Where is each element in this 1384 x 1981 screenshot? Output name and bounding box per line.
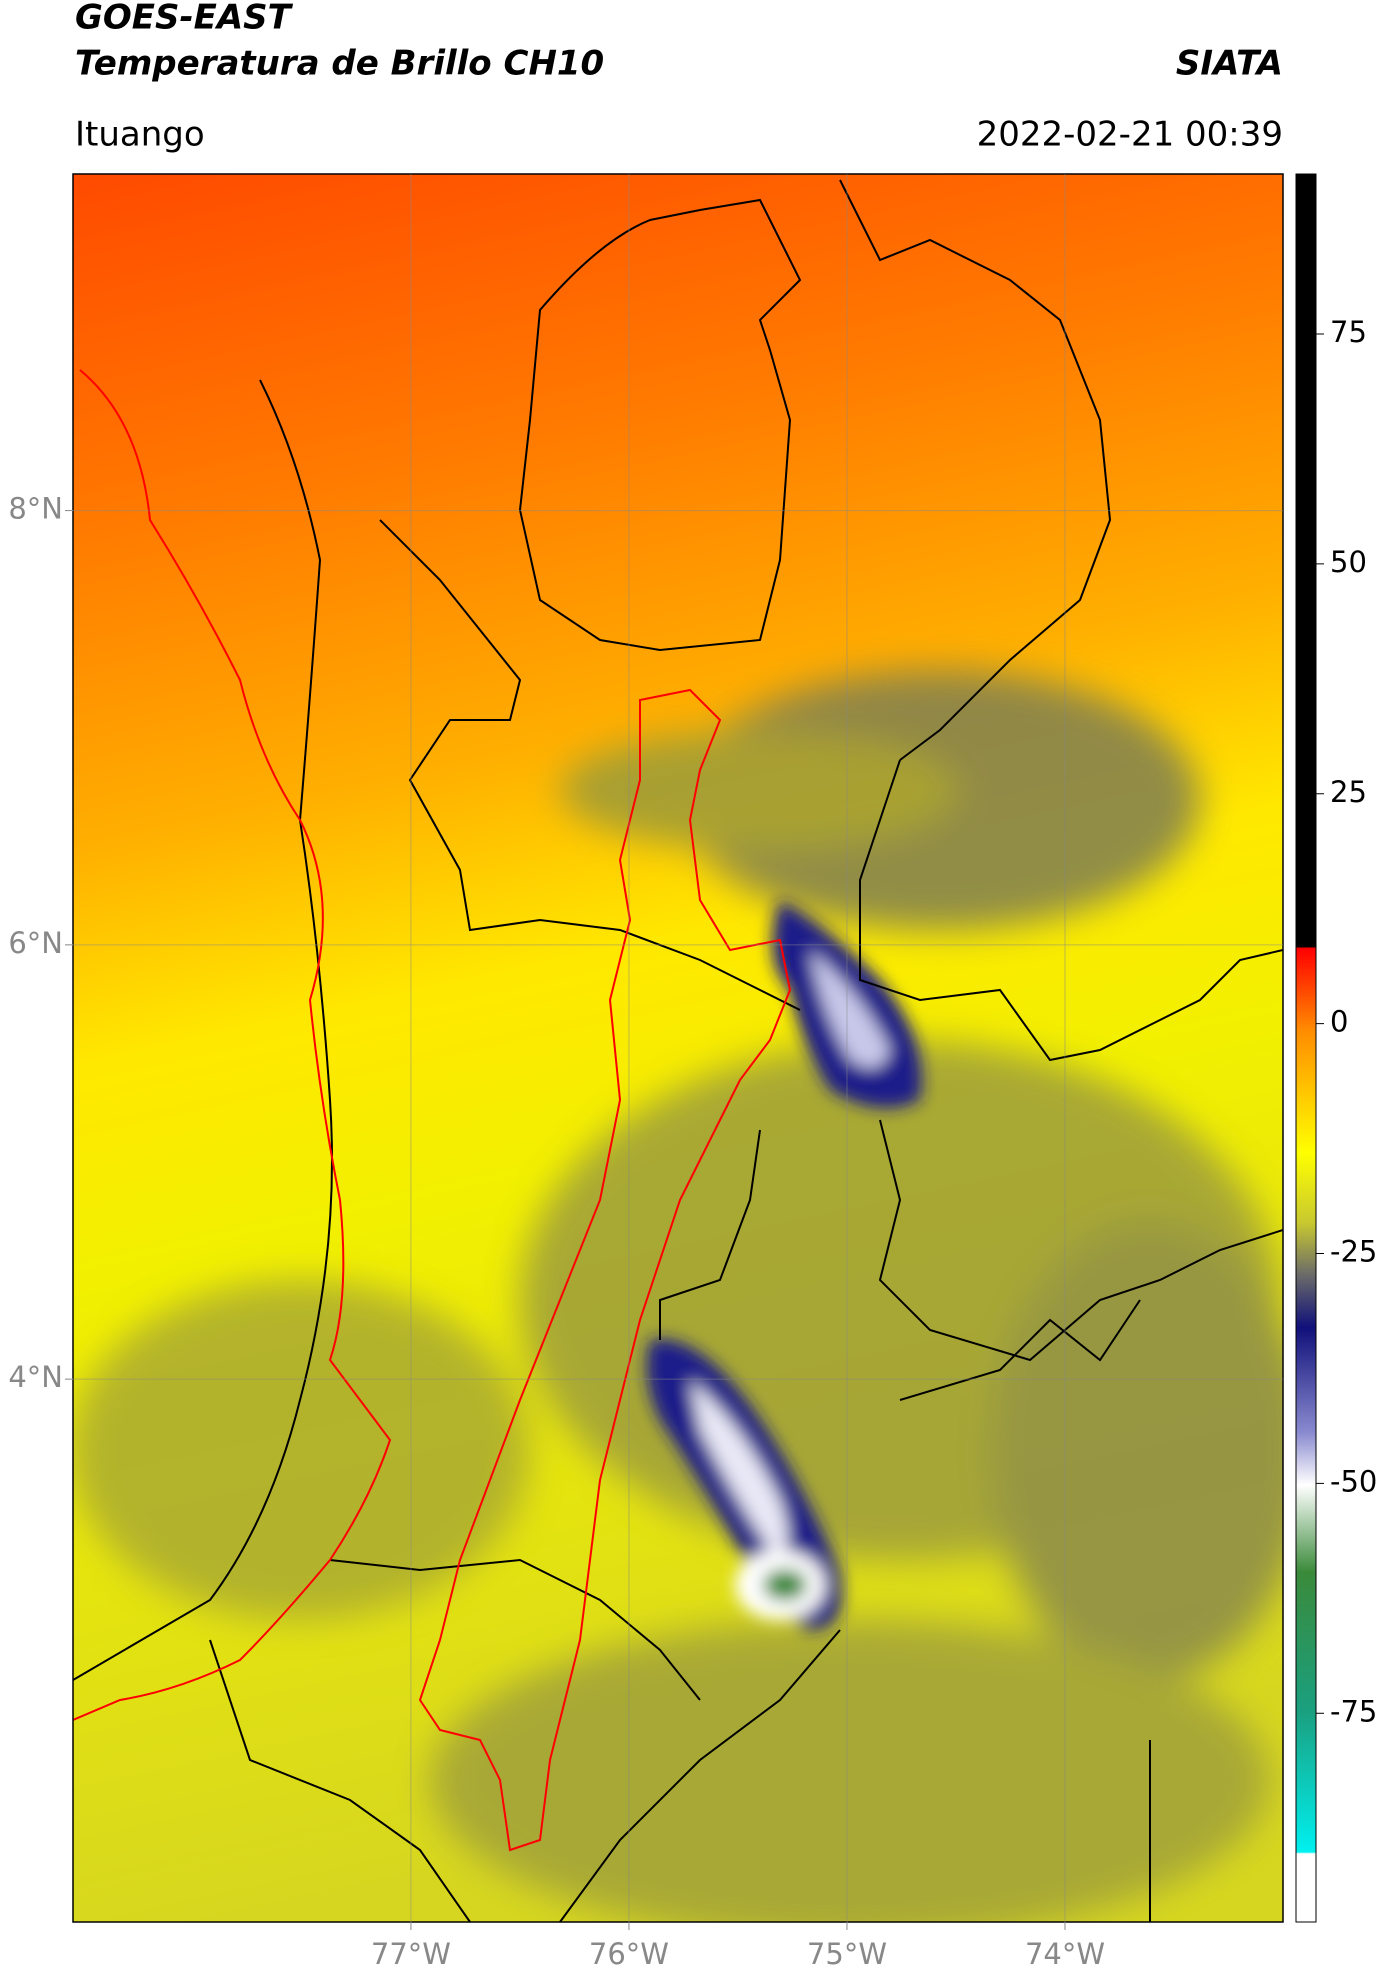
x-tick-label: 76°W xyxy=(589,1937,669,1971)
title: GOES-EAST xyxy=(75,0,294,38)
colorbar-tick-label: 25 xyxy=(1330,775,1367,809)
y-tick-label: 4°N xyxy=(8,1360,63,1394)
y-tick-label: 6°N xyxy=(8,926,63,960)
colorbar-tick-label: 50 xyxy=(1330,545,1367,579)
subtitle: Temperatura de Brillo CH10 xyxy=(75,44,604,84)
datetime: 2022-02-21 00:39 xyxy=(977,115,1283,155)
colorbar-tick-label: 75 xyxy=(1330,315,1367,349)
colorbar-tick-label: -75 xyxy=(1330,1694,1377,1728)
colorbar xyxy=(1295,173,1317,1923)
colorbar-tick-label: 0 xyxy=(1330,1005,1348,1039)
x-tick-label: 77°W xyxy=(371,1937,451,1971)
y-tick-label: 8°N xyxy=(8,492,63,526)
source: SIATA xyxy=(1176,44,1283,84)
map-image xyxy=(73,174,1283,1922)
colorbar-tick-label: -50 xyxy=(1330,1464,1377,1498)
x-tick-label: 75°W xyxy=(807,1937,887,1971)
x-tick-label: 74°W xyxy=(1025,1937,1105,1971)
colorbar-tick-label: -25 xyxy=(1330,1235,1377,1269)
map-frame xyxy=(72,173,1284,1923)
location: Ituango xyxy=(75,115,205,155)
